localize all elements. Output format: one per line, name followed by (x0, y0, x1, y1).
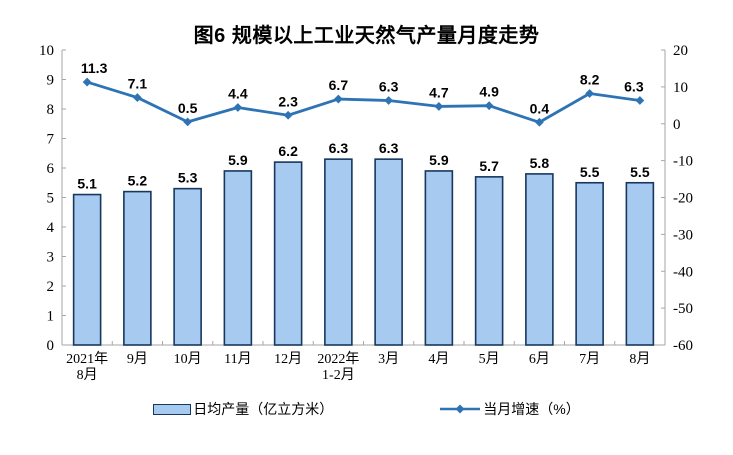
left-axis-tick-label: 6 (47, 161, 55, 177)
bar-value-label: 5.5 (630, 164, 650, 180)
line-marker (82, 77, 92, 87)
bar-value-label: 6.2 (278, 143, 298, 159)
right-axis-tick-label: -50 (673, 301, 693, 317)
x-axis-category-label: 4月 (428, 351, 449, 367)
bar-value-label: 5.5 (580, 164, 600, 180)
right-axis-tick-label: -60 (673, 338, 693, 354)
line-value-label: 4.7 (429, 84, 449, 100)
bar (625, 181, 655, 346)
x-axis-category-label: 9月 (127, 351, 148, 367)
line-marker (132, 93, 142, 102)
bar (273, 161, 303, 346)
right-axis-tick-label: -40 (673, 264, 693, 280)
x-axis-category-label: 5月 (479, 351, 500, 367)
bar (424, 170, 454, 346)
bar (525, 173, 554, 346)
line-value-label: 4.4 (228, 86, 248, 102)
bar-value-label: 5.1 (77, 176, 97, 192)
bar-value-label: 5.7 (479, 158, 499, 174)
right-axis-tick-label: 0 (673, 117, 681, 133)
bar-value-label: 5.2 (128, 173, 148, 189)
legend-item-line: 当月增速（%） (439, 399, 580, 419)
left-axis-tick-label: 9 (47, 73, 55, 89)
bar-value-label: 5.3 (178, 170, 198, 186)
line-value-label: 6.3 (624, 79, 644, 95)
bar (575, 181, 604, 346)
line-marker (484, 101, 494, 111)
bar (223, 170, 253, 346)
line-value-label: 4.9 (479, 84, 499, 100)
left-axis-tick-label: 8 (47, 102, 55, 118)
x-axis-category-label: 7月 (579, 351, 600, 367)
bar (324, 158, 353, 346)
growth-line (86, 80, 641, 124)
line-marker (635, 96, 645, 105)
bar-value-label: 5.8 (530, 155, 550, 171)
x-axis-category-label: 6月 (529, 351, 550, 367)
x-axis-category-label: 10月 (174, 351, 202, 367)
x-axis-category-label: 12月 (274, 351, 302, 367)
bar-series-label: 日均产量（亿立方米） (193, 401, 334, 417)
right-axis-tick-label: -10 (673, 154, 693, 170)
line-value-label: 2.3 (278, 93, 298, 109)
chart-title: 图6 规模以上工业天然气产量月度走势 (193, 25, 540, 47)
line-value-label: 0.5 (178, 100, 198, 116)
bar (72, 193, 102, 346)
left-axis-tick-label: 10 (39, 43, 54, 59)
left-axis-tick-label: 7 (47, 132, 55, 148)
line-series-swatch-icon (440, 404, 481, 414)
line-value-label: 8.2 (580, 72, 600, 88)
bar (173, 187, 202, 346)
bar-value-label: 6.3 (329, 140, 349, 156)
right-axis-tick-label: 20 (673, 43, 688, 59)
line-marker (534, 117, 544, 127)
line-series-label: 当月增速（%） (483, 401, 580, 417)
bar (474, 176, 504, 346)
line-value-label: 0.4 (530, 100, 550, 116)
line-value-label: 11.3 (81, 60, 108, 76)
bar-value-label: 5.9 (429, 152, 449, 168)
x-axis-category-label: 2021年 8月 (66, 351, 108, 383)
line-marker (233, 103, 243, 112)
line-marker (283, 110, 293, 120)
line-value-label: 6.7 (329, 77, 349, 93)
bar-series-swatch-icon (153, 403, 192, 415)
line-marker (434, 102, 444, 111)
right-axis-tick-label: -30 (673, 227, 693, 243)
line-marker (384, 96, 394, 105)
left-axis-tick-label: 2 (47, 279, 55, 295)
line-marker (585, 89, 595, 98)
right-axis-tick-label: -20 (673, 191, 693, 207)
line-marker (333, 94, 343, 104)
right-axis-tick-label: 10 (673, 80, 688, 96)
x-axis-category-label: 2022年 1-2月 (317, 351, 359, 383)
legend: 日均产量（亿立方米） 当月增速（%） (0, 399, 733, 419)
legend-item-bar: 日均产量（亿立方米） (153, 399, 333, 419)
x-axis-category-label: 8月 (629, 351, 650, 367)
left-axis-tick-label: 5 (47, 191, 55, 207)
bar-value-label: 6.3 (379, 140, 399, 156)
left-axis-tick-label: 1 (47, 309, 55, 325)
x-axis-category-label: 3月 (378, 351, 399, 367)
left-axis-tick-label: 4 (47, 220, 55, 236)
left-axis-tick-label: 0 (47, 338, 55, 354)
bar (374, 158, 403, 346)
x-axis-category-label: 11月 (224, 351, 251, 367)
line-value-label: 6.3 (379, 79, 399, 95)
bar (123, 190, 152, 346)
left-axis-tick-label: 3 (47, 250, 55, 266)
line-value-label: 7.1 (128, 76, 148, 92)
bar-value-label: 5.9 (228, 152, 248, 168)
line-marker (183, 117, 193, 127)
